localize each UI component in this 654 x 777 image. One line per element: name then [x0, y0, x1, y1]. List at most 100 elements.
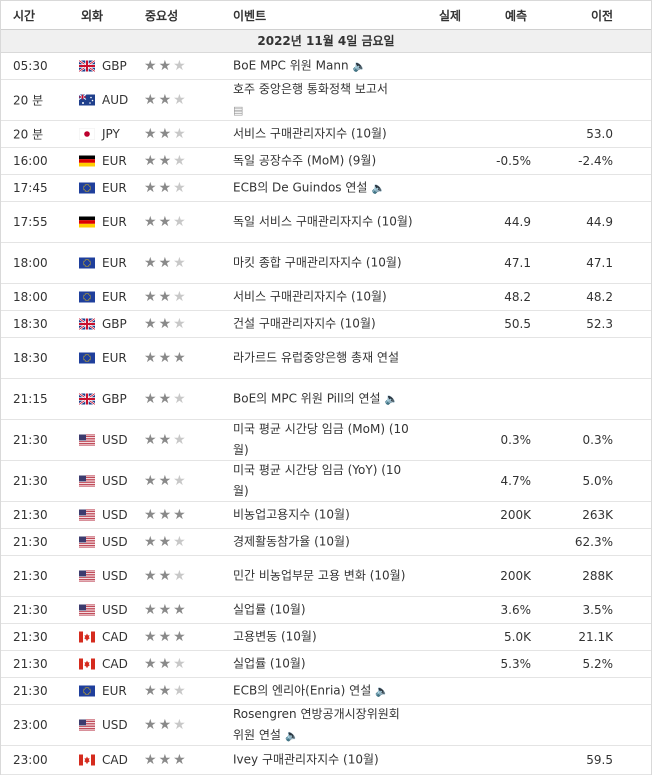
- event-forecast: 50.5: [504, 317, 531, 331]
- header-previous[interactable]: 이전: [591, 8, 614, 23]
- table-row[interactable]: 21:15 GBP ★★★ BoE의 MPC 위원 Pill의 연설 🔈: [1, 379, 651, 420]
- event-name[interactable]: 라가르드 유럽중앙은행 총재 연설: [233, 348, 413, 369]
- flag-au-icon: [78, 94, 95, 106]
- event-title[interactable]: 독일 공장수주 (MoM) (9월): [233, 153, 377, 168]
- event-title[interactable]: Rosengren 연방공개시장위원회 위원 연설: [233, 707, 400, 742]
- table-row[interactable]: 21:30 CAD ★★★ 고용변동 (10월) 5.0K 21.1K: [1, 624, 651, 651]
- event-title[interactable]: 건설 구매관리자지수 (10월): [233, 316, 376, 331]
- event-name[interactable]: BoE의 MPC 위원 Pill의 연설 🔈: [233, 389, 413, 410]
- importance-stars: ★★★: [144, 534, 188, 550]
- speaker-icon[interactable]: 🔈: [384, 392, 399, 406]
- event-title[interactable]: 서비스 구매관리자지수 (10월): [233, 289, 387, 304]
- speaker-icon[interactable]: 🔈: [375, 684, 389, 698]
- table-row[interactable]: 20 분 JPY ★★★ 서비스 구매관리자지수 (10월) 53.0: [1, 121, 651, 148]
- event-title[interactable]: ECB의 엔리아(Enria) 연설: [233, 683, 372, 698]
- event-title[interactable]: 경제활동참가율 (10월): [233, 534, 350, 549]
- table-row[interactable]: 20 분 AUD ★★★ 호주 중앙은행 통화정책 보고서 ▤: [1, 80, 651, 121]
- table-row[interactable]: 21:30 USD ★★★ 비농업고용지수 (10월) 200K 263K: [1, 502, 651, 529]
- event-name[interactable]: 독일 서비스 구매관리자지수 (10월): [233, 212, 413, 233]
- event-name[interactable]: 미국 평균 시간당 임금 (YoY) (10월): [233, 460, 413, 502]
- event-name[interactable]: 민간 비농업부문 고용 변화 (10월): [233, 566, 413, 587]
- event-title[interactable]: BoE의 MPC 위원 Pill의 연설: [233, 391, 381, 406]
- importance-stars: ★★★: [144, 507, 188, 523]
- event-previous: 288K: [582, 569, 613, 583]
- star-icon: ★: [144, 507, 159, 523]
- event-title[interactable]: 고용변동 (10월): [233, 629, 317, 644]
- table-row[interactable]: 18:30 GBP ★★★ 건설 구매관리자지수 (10월) 50.5 52.3: [1, 311, 651, 338]
- event-name[interactable]: Ivey 구매관리자지수 (10월): [233, 750, 413, 771]
- speaker-icon[interactable]: 🔈: [371, 181, 386, 195]
- table-row[interactable]: 23:00 CAD ★★★ Ivey 구매관리자지수 (10월) 59.5: [1, 746, 651, 775]
- event-currency: USD: [102, 718, 128, 732]
- event-title[interactable]: 독일 서비스 구매관리자지수 (10월): [233, 214, 413, 229]
- table-row[interactable]: 23:00 USD ★★★ Rosengren 연방공개시장위원회 위원 연설 🔈: [1, 705, 651, 746]
- table-row[interactable]: 21:30 USD ★★★ 미국 평균 시간당 임금 (YoY) (10월) 4.7% 5…: [1, 461, 651, 502]
- event-title[interactable]: 마킷 종합 구매관리자지수 (10월): [233, 255, 402, 270]
- event-name[interactable]: BoE MPC 위원 Mann 🔈: [233, 56, 413, 77]
- table-row[interactable]: 18:30 EUR ★★★ 라가르드 유럽중앙은행 총재 연설: [1, 338, 651, 379]
- table-row[interactable]: 05:30 GBP ★★★ BoE MPC 위원 Mann 🔈: [1, 53, 651, 80]
- event-forecast: 5.0K: [504, 630, 531, 644]
- event-name[interactable]: 경제활동참가율 (10월): [233, 532, 413, 553]
- event-title[interactable]: 라가르드 유럽중앙은행 총재 연설: [233, 350, 400, 365]
- event-name[interactable]: ECB의 De Guindos 연설 🔈: [233, 178, 413, 199]
- event-name[interactable]: 건설 구매관리자지수 (10월): [233, 314, 413, 335]
- table-row[interactable]: 18:00 EUR ★★★ 마킷 종합 구매관리자지수 (10월) 47.1 47.1: [1, 243, 651, 284]
- header-importance[interactable]: 중요성: [145, 8, 179, 23]
- header-currency[interactable]: 외화: [81, 8, 104, 23]
- importance-stars: ★★★: [144, 58, 188, 74]
- table-row[interactable]: 21:30 CAD ★★★ 실업률 (10월) 5.3% 5.2%: [1, 651, 651, 678]
- event-name[interactable]: 호주 중앙은행 통화정책 보고서 ▤: [233, 79, 413, 121]
- table-row[interactable]: 16:00 EUR ★★★ 독일 공장수주 (MoM) (9월) -0.5% -2.4%: [1, 148, 651, 175]
- table-row[interactable]: 18:00 EUR ★★★ 서비스 구매관리자지수 (10월) 48.2 48.2: [1, 284, 651, 311]
- star-icon: ★: [158, 568, 174, 584]
- flag-eu-icon: [79, 257, 95, 269]
- table-row[interactable]: 21:30 USD ★★★ 실업률 (10월) 3.6% 3.5%: [1, 597, 651, 624]
- document-icon[interactable]: ▤: [233, 104, 244, 117]
- event-name[interactable]: 서비스 구매관리자지수 (10월): [233, 124, 413, 145]
- event-name[interactable]: ECB의 엔리아(Enria) 연설 🔈: [233, 681, 413, 702]
- event-name[interactable]: 실업률 (10월): [233, 600, 413, 621]
- header-actual[interactable]: 실제: [439, 8, 462, 23]
- event-title[interactable]: 실업률 (10월): [233, 656, 306, 671]
- event-name[interactable]: 마킷 종합 구매관리자지수 (10월): [233, 253, 413, 274]
- event-name[interactable]: 서비스 구매관리자지수 (10월): [233, 287, 413, 308]
- star-icon: ★: [158, 602, 174, 618]
- event-time: 21:30: [13, 657, 48, 671]
- star-icon: ★: [144, 717, 159, 733]
- speaker-icon[interactable]: 🔈: [284, 729, 299, 742]
- header-event[interactable]: 이벤트: [233, 8, 267, 23]
- event-title[interactable]: 미국 평균 시간당 임금 (MoM) (10월): [233, 422, 409, 457]
- table-row[interactable]: 21:30 USD ★★★ 미국 평균 시간당 임금 (MoM) (10월) 0.3% 0…: [1, 420, 651, 461]
- event-currency: GBP: [102, 317, 127, 331]
- event-name[interactable]: 비농업고용지수 (10월): [233, 505, 413, 526]
- header-forecast[interactable]: 예측: [505, 8, 528, 23]
- event-currency: GBP: [102, 392, 127, 406]
- header-time[interactable]: 시간: [13, 8, 36, 23]
- table-row[interactable]: 21:30 EUR ★★★ ECB의 엔리아(Enria) 연설 🔈: [1, 678, 651, 705]
- event-title[interactable]: 서비스 구매관리자지수 (10월): [233, 126, 387, 141]
- table-row[interactable]: 21:30 USD ★★★ 경제활동참가율 (10월) 62.3%: [1, 529, 651, 556]
- speaker-icon[interactable]: 🔈: [352, 59, 367, 73]
- event-title[interactable]: BoE MPC 위원 Mann: [233, 58, 349, 73]
- event-name[interactable]: 독일 공장수주 (MoM) (9월): [233, 151, 413, 172]
- event-name[interactable]: 실업률 (10월): [233, 654, 413, 675]
- star-icon: ★: [144, 534, 159, 550]
- importance-stars: ★★★: [144, 350, 188, 366]
- event-title[interactable]: 호주 중앙은행 통화정책 보고서: [233, 82, 388, 96]
- event-title[interactable]: ECB의 De Guindos 연설: [233, 180, 368, 195]
- table-row[interactable]: 21:30 USD ★★★ 민간 비농업부문 고용 변화 (10월) 200K 288K: [1, 556, 651, 597]
- event-name[interactable]: 미국 평균 시간당 임금 (MoM) (10월): [233, 419, 413, 461]
- event-forecast: 5.3%: [500, 657, 532, 671]
- table-row[interactable]: 17:55 EUR ★★★ 독일 서비스 구매관리자지수 (10월) 44.9 44.9: [1, 202, 651, 243]
- event-title[interactable]: 민간 비농업부문 고용 변화 (10월): [233, 568, 406, 583]
- event-title[interactable]: 실업률 (10월): [233, 602, 306, 617]
- event-currency: EUR: [102, 290, 127, 304]
- event-title[interactable]: 비농업고용지수 (10월): [233, 507, 350, 522]
- table-row[interactable]: 17:45 EUR ★★★ ECB의 De Guindos 연설 🔈: [1, 175, 651, 202]
- event-time: 21:30: [13, 569, 48, 583]
- event-title[interactable]: Ivey 구매관리자지수 (10월): [233, 752, 379, 767]
- event-title[interactable]: 미국 평균 시간당 임금 (YoY) (10월): [233, 463, 402, 498]
- event-name[interactable]: Rosengren 연방공개시장위원회 위원 연설 🔈: [233, 704, 413, 746]
- event-name[interactable]: 고용변동 (10월): [233, 627, 413, 648]
